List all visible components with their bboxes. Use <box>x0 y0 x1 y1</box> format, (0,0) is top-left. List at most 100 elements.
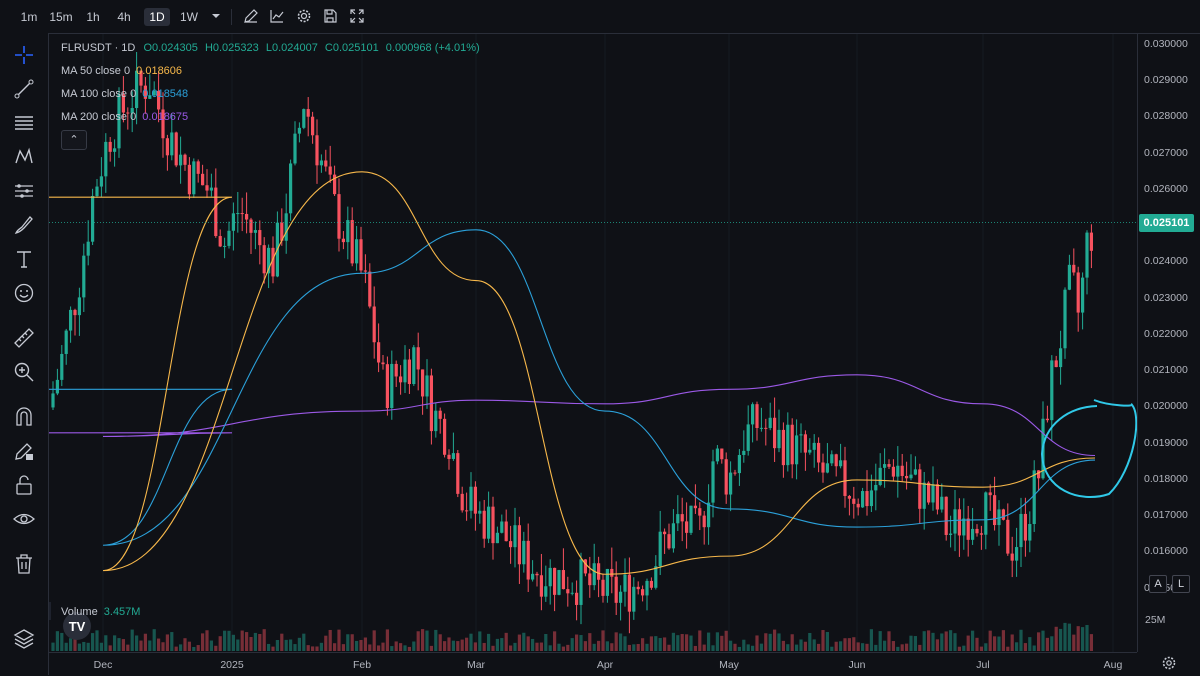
candle <box>869 490 873 507</box>
volume-bar <box>1019 629 1023 651</box>
annotation-circle[interactable] <box>1040 399 1137 499</box>
timeframe-4h[interactable]: 4h <box>117 10 131 24</box>
time-axis[interactable]: Dec 2025 Feb Mar Apr May Jun Jul Aug <box>49 652 1137 676</box>
volume-bar <box>588 633 592 651</box>
pattern-icon[interactable] <box>12 145 36 169</box>
volume-bar <box>737 646 741 651</box>
volume-bar <box>86 642 90 651</box>
lock-drawing-icon[interactable] <box>12 439 36 463</box>
candle <box>407 359 411 385</box>
pencil-icon[interactable] <box>243 8 259 24</box>
save-icon[interactable] <box>322 8 338 24</box>
volume-bar <box>447 637 451 651</box>
volume-bar <box>698 630 702 651</box>
legend-ma50[interactable]: MA 50 close 0 0.018606 <box>61 65 182 77</box>
emoji-icon[interactable] <box>12 281 36 305</box>
price-chart[interactable]: TV <box>49 34 1137 652</box>
volume-bar <box>113 635 117 651</box>
chart-compare-icon[interactable] <box>269 8 285 24</box>
volume-bar <box>817 643 821 651</box>
trash-icon[interactable] <box>12 552 36 576</box>
log-scale-button[interactable]: L <box>1172 575 1190 593</box>
volume-bar <box>553 631 557 651</box>
volume-bar <box>570 638 574 651</box>
candle <box>553 567 557 595</box>
zoom-icon[interactable] <box>12 360 36 384</box>
gear-icon[interactable] <box>296 8 312 24</box>
candle <box>108 141 112 152</box>
candle <box>663 531 667 535</box>
volume-bar <box>372 630 376 651</box>
candle <box>702 515 706 528</box>
candle <box>940 496 944 510</box>
price-axis[interactable]: 0.030000 0.029000 0.028000 0.027000 0.026000… <box>1137 34 1200 652</box>
collapse-sidebar-arrow[interactable] <box>49 602 51 620</box>
candle <box>1028 524 1032 541</box>
ma100-value: 0.018548 <box>142 88 189 100</box>
candle <box>874 484 878 491</box>
forecast-icon[interactable] <box>12 179 36 203</box>
fib-icon[interactable] <box>12 111 36 135</box>
volume-bar <box>795 644 799 651</box>
magnet-icon[interactable] <box>12 405 36 429</box>
ruler-icon[interactable] <box>12 326 36 350</box>
volume-bar <box>957 646 961 651</box>
volume-bar <box>971 630 975 651</box>
symbol-title[interactable]: FLRUSDT · 1D <box>61 42 136 54</box>
volume-bar <box>1089 634 1093 651</box>
text-icon[interactable] <box>12 247 36 271</box>
crosshair-icon[interactable] <box>12 43 36 67</box>
timeframe-15m[interactable]: 15m <box>49 10 73 24</box>
candle <box>517 525 521 565</box>
candle <box>861 491 865 508</box>
chart-settings-gear-icon[interactable] <box>1161 655 1177 671</box>
volume-bar <box>597 640 601 651</box>
candle <box>825 463 829 473</box>
volume-bar <box>764 633 768 651</box>
volume-bar <box>531 638 535 651</box>
layers-icon[interactable] <box>12 627 36 651</box>
candle <box>337 194 341 239</box>
fullscreen-icon[interactable] <box>349 8 365 24</box>
trendline-icon[interactable] <box>12 77 36 101</box>
candle <box>51 393 55 408</box>
legend-ma200[interactable]: MA 200 close 0 0.018675 <box>61 111 188 123</box>
timeframe-1w[interactable]: 1W <box>180 10 198 24</box>
timeframe-1d[interactable]: 1D <box>144 8 170 26</box>
chevron-down-icon[interactable] <box>208 8 224 24</box>
candle <box>720 448 724 460</box>
timeframe-1m[interactable]: 1m <box>20 10 38 24</box>
eye-icon[interactable] <box>12 507 36 531</box>
volume-bar <box>579 635 583 651</box>
volume-bar <box>60 632 64 651</box>
candle <box>742 450 746 455</box>
legend-collapse-button[interactable]: ⌃ <box>61 130 87 150</box>
brush-icon[interactable] <box>12 213 36 237</box>
volume-bar <box>289 639 293 651</box>
timeframe-1h[interactable]: 1h <box>86 10 100 24</box>
volume-bar <box>922 631 926 651</box>
candle <box>447 454 451 459</box>
candle <box>799 434 803 436</box>
candle <box>1054 360 1058 368</box>
candle <box>341 238 345 243</box>
volume-bar <box>1037 632 1041 651</box>
volume-bar <box>869 629 873 651</box>
price-tick: 0.026000 <box>1144 182 1188 195</box>
volume-bar <box>883 640 887 651</box>
volume-bar <box>214 645 218 651</box>
candle <box>979 533 983 535</box>
legend-ma100[interactable]: MA 100 close 0 0.018548 <box>61 88 188 100</box>
candle <box>350 220 354 264</box>
candle <box>997 509 1001 526</box>
volume-label: Volume <box>61 606 98 618</box>
volume-bar <box>993 636 997 651</box>
unlock-icon[interactable] <box>12 473 36 497</box>
volume-bar <box>790 634 794 651</box>
candle <box>711 461 715 503</box>
auto-scale-button[interactable]: A <box>1149 575 1167 593</box>
time-tick: Aug <box>1103 659 1123 671</box>
volume-bar <box>205 630 209 651</box>
candle <box>931 484 935 503</box>
candle <box>126 112 130 114</box>
